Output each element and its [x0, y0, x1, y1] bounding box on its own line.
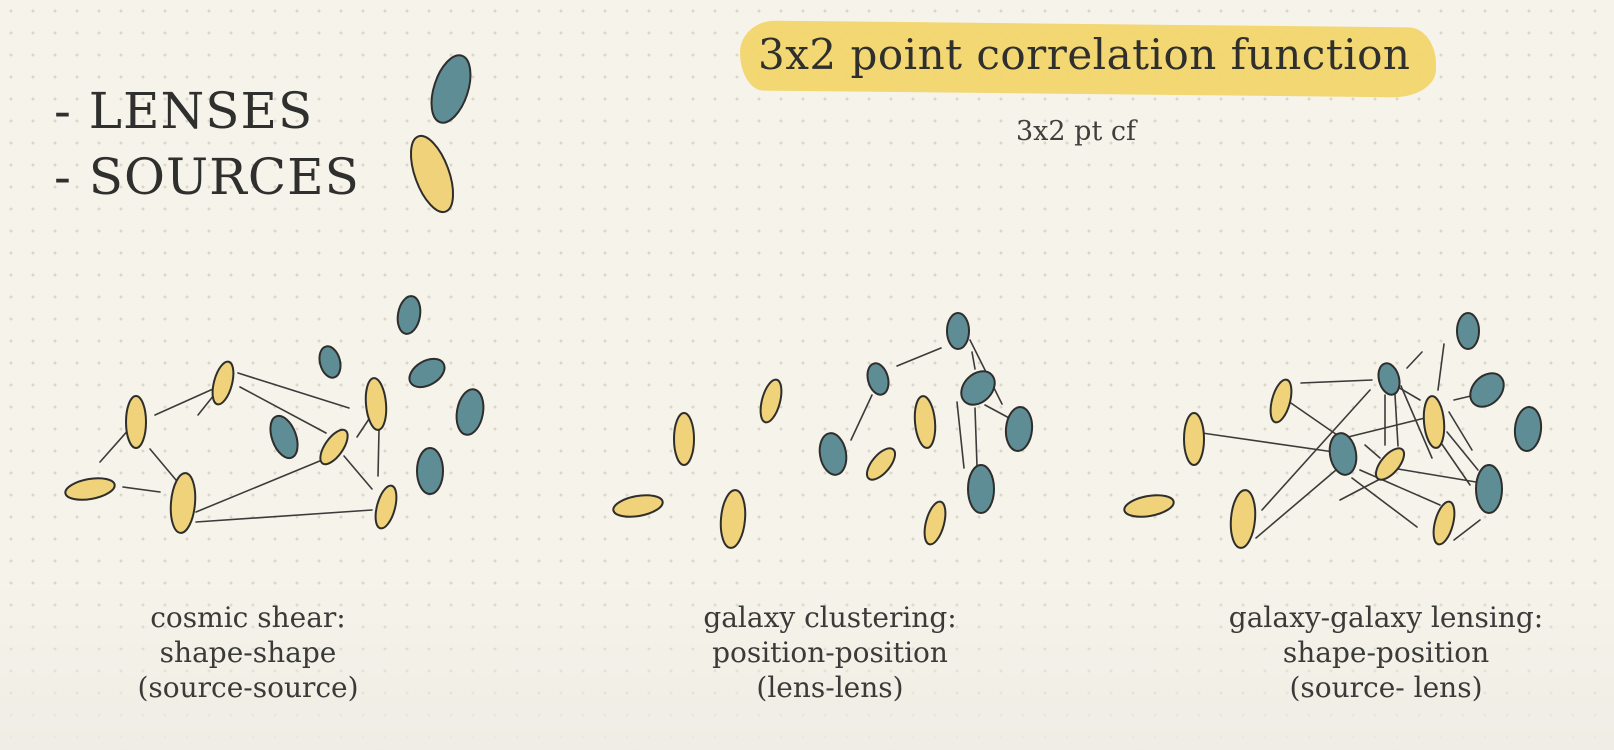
correlation-line [99, 426, 132, 463]
correlation-line [1364, 444, 1381, 459]
correlation-line [1394, 394, 1399, 447]
source-galaxy [913, 395, 937, 449]
correlation-line [197, 394, 215, 416]
correlation-line [971, 351, 976, 370]
correlation-line [1300, 379, 1373, 384]
legend-lens-ellipse [430, 54, 472, 124]
background-fade [0, 580, 1614, 750]
lens-galaxy [946, 312, 970, 350]
correlation-line [850, 394, 873, 441]
correlation-line [1201, 432, 1335, 453]
lens-galaxy [1456, 312, 1480, 350]
source-galaxy [364, 377, 388, 431]
source-galaxy [1123, 494, 1175, 518]
lens-galaxy [967, 464, 995, 514]
correlation-line [1395, 385, 1421, 401]
correlation-line [1437, 343, 1445, 391]
correlation-line [154, 388, 214, 416]
source-galaxy [169, 472, 197, 534]
source-galaxy [923, 500, 947, 546]
source-galaxy [64, 477, 116, 501]
caption-line: position-position [712, 636, 948, 669]
title-block: 3x2 point correlation function [739, 14, 1460, 104]
correlation-line [974, 407, 978, 467]
lens-galaxy [318, 345, 342, 379]
correlation-line [195, 509, 373, 523]
page-subtitle: 3x2 pt cf [1016, 116, 1136, 147]
lens-galaxy [455, 388, 485, 436]
source-galaxy [1374, 447, 1406, 481]
legend-lenses-label: - LENSES [54, 82, 314, 140]
legend-source-ellipse [409, 134, 455, 214]
correlation-line [356, 418, 370, 438]
caption-line: shape-shape [159, 636, 337, 669]
lens-galaxy [1475, 464, 1503, 514]
correlation-line [1287, 400, 1341, 438]
source-galaxy [1229, 489, 1257, 549]
correlation-line [956, 401, 965, 469]
lens-galaxy [1377, 362, 1401, 396]
correlation-line [1339, 477, 1383, 501]
source-galaxy [673, 412, 695, 466]
correlation-line [1406, 351, 1423, 369]
lens-galaxy [1513, 406, 1543, 452]
correlation-line [377, 429, 380, 477]
correlation-line [195, 457, 328, 513]
legend-sources-label: - SOURCES [54, 148, 360, 206]
source-galaxy [319, 428, 349, 466]
correlation-line [1400, 385, 1433, 459]
lens-galaxy [416, 447, 444, 495]
caption-line: galaxy-galaxy lensing: [1228, 601, 1544, 634]
source-galaxy [1183, 412, 1205, 466]
correlation-line [1255, 469, 1337, 539]
source-galaxy [374, 484, 398, 530]
lens-galaxy [866, 362, 890, 396]
lens-galaxy [408, 357, 446, 389]
caption-line: (source-source) [137, 671, 359, 704]
correlation-line [237, 372, 350, 409]
lens-galaxy [1328, 432, 1358, 476]
caption-galaxy-clustering: galaxy clustering: position-position (le… [620, 600, 1040, 705]
correlation-line [1453, 519, 1481, 541]
lens-galaxy [960, 370, 996, 406]
caption-line: shape-position [1282, 636, 1490, 669]
page-title: 3x2 point correlation function [758, 30, 1411, 79]
correlation-line [896, 347, 942, 367]
correlation-line [343, 455, 373, 490]
correlation-line [984, 404, 1012, 420]
correlation-line [149, 448, 177, 481]
correlation-line [1436, 436, 1471, 486]
correlation-line [1446, 431, 1479, 471]
source-galaxy [125, 395, 147, 449]
caption-line: (source- lens) [1289, 671, 1483, 704]
source-galaxy [612, 494, 664, 518]
source-galaxy [211, 360, 235, 406]
correlation-line [239, 386, 327, 434]
lens-galaxy [269, 414, 299, 460]
source-galaxy [865, 447, 897, 481]
correlation-line [1351, 477, 1418, 528]
source-galaxy [759, 378, 783, 424]
caption-line: cosmic shear: [150, 601, 346, 634]
lens-galaxy [396, 295, 422, 335]
source-galaxy [1422, 395, 1446, 449]
source-galaxy [1269, 378, 1293, 424]
correlation-line [122, 486, 161, 493]
caption-galaxy-galaxy-lensing: galaxy-galaxy lensing: shape-position (s… [1176, 600, 1596, 705]
caption-line: (lens-lens) [756, 671, 904, 704]
source-galaxy [1432, 500, 1456, 546]
correlation-line [1448, 411, 1473, 451]
lens-galaxy [1004, 406, 1034, 452]
correlation-line [1359, 469, 1441, 506]
lens-galaxy [818, 432, 848, 476]
caption-cosmic-shear: cosmic shear: shape-shape (source-source… [38, 600, 458, 705]
correlation-line [1397, 468, 1477, 483]
correlation-line [1347, 417, 1426, 438]
lens-galaxy [1469, 372, 1505, 408]
caption-line: galaxy clustering: [703, 601, 957, 634]
source-galaxy [719, 489, 747, 549]
correlation-line [1261, 389, 1371, 511]
